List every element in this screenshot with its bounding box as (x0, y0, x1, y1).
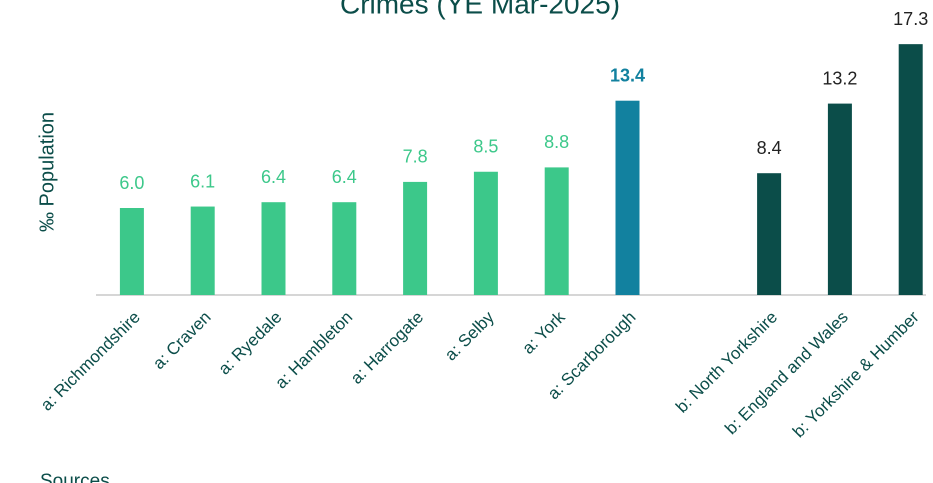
x-tick-label: b: Yorkshire & Humber (789, 307, 923, 441)
bar (403, 181, 428, 295)
x-tick-label: a: Richmondshire (37, 308, 144, 415)
bar (261, 202, 286, 295)
value-label: 17.3 (893, 9, 928, 29)
bar (473, 171, 498, 295)
y-axis-label: ‰ Population (36, 112, 58, 232)
bar (615, 100, 640, 295)
chart-title: Crimes (YE Mar-2025) (340, 0, 620, 19)
value-label: 7.8 (403, 147, 428, 167)
value-label: 13.2 (822, 68, 857, 88)
value-label: 6.4 (261, 167, 286, 187)
value-label: 6.1 (190, 171, 215, 191)
x-tick-label: a: York (518, 307, 569, 358)
bar (544, 167, 569, 295)
x-tick-label: a: Craven (149, 308, 215, 374)
bar (898, 44, 923, 296)
value-label: 6.4 (332, 167, 357, 187)
bar (757, 173, 782, 295)
footer: Sources (40, 471, 110, 483)
bar (190, 206, 215, 295)
value-label: 6.0 (119, 173, 144, 193)
value-label: 8.4 (757, 138, 782, 158)
bar (332, 202, 357, 295)
value-label: 8.5 (473, 137, 498, 157)
value-label: 8.8 (544, 132, 569, 152)
x-tick-label: a: Selby (441, 307, 498, 364)
value-label: 13.4 (610, 65, 645, 85)
x-tick-label: a: Ryedale (215, 308, 286, 379)
bar (827, 103, 852, 295)
x-tick-label: b: England and Wales (721, 308, 852, 439)
x-tick-label: a: Harrogate (347, 308, 427, 388)
bar (119, 208, 144, 295)
